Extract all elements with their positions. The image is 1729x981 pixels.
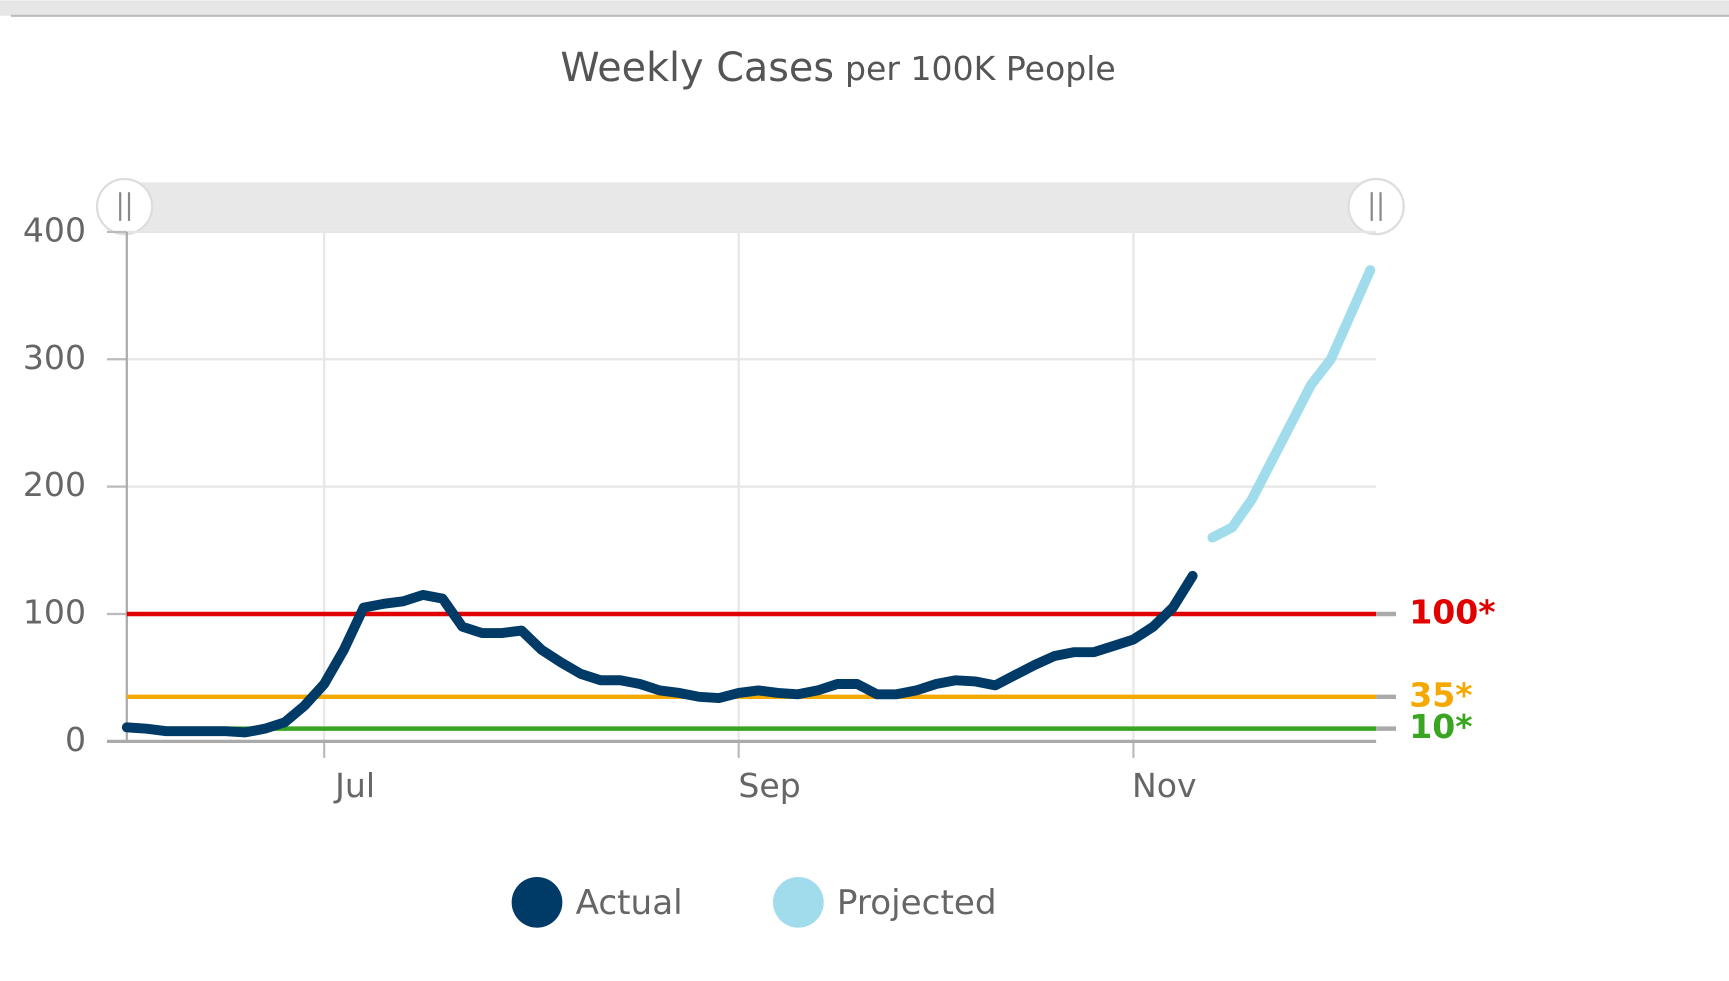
range-handle-right[interactable] xyxy=(1347,177,1405,236)
legend-marker xyxy=(772,876,824,928)
legend-label: Projected xyxy=(837,883,997,923)
legend-label: Actual xyxy=(576,883,683,923)
y-tick-label: 100 xyxy=(23,593,86,632)
threshold-label: 100* xyxy=(1409,593,1495,632)
title: Weekly Cases xyxy=(560,44,834,90)
series-line xyxy=(1207,265,1376,543)
y-tick-label: 0 xyxy=(65,720,86,759)
range-slider[interactable] xyxy=(124,182,1377,231)
x-tick-label: Jul xyxy=(333,766,375,805)
x-tick-label: Nov xyxy=(1132,766,1197,805)
threshold-label: 10* xyxy=(1409,707,1472,746)
y-tick-label: 300 xyxy=(23,338,86,377)
y-tick-label: 400 xyxy=(23,210,86,249)
top-bar xyxy=(0,0,1729,16)
threshold-label: 35* xyxy=(1409,675,1472,714)
range-handle-left[interactable] xyxy=(95,177,154,236)
legend-marker xyxy=(511,876,563,928)
subtitle: per 100K People xyxy=(845,48,1116,87)
y-tick-label: 200 xyxy=(23,465,86,504)
x-tick-label: Sep xyxy=(738,766,800,805)
series-line xyxy=(121,570,1198,738)
chart-title: Weekly Cases per 100K People xyxy=(560,44,1115,90)
